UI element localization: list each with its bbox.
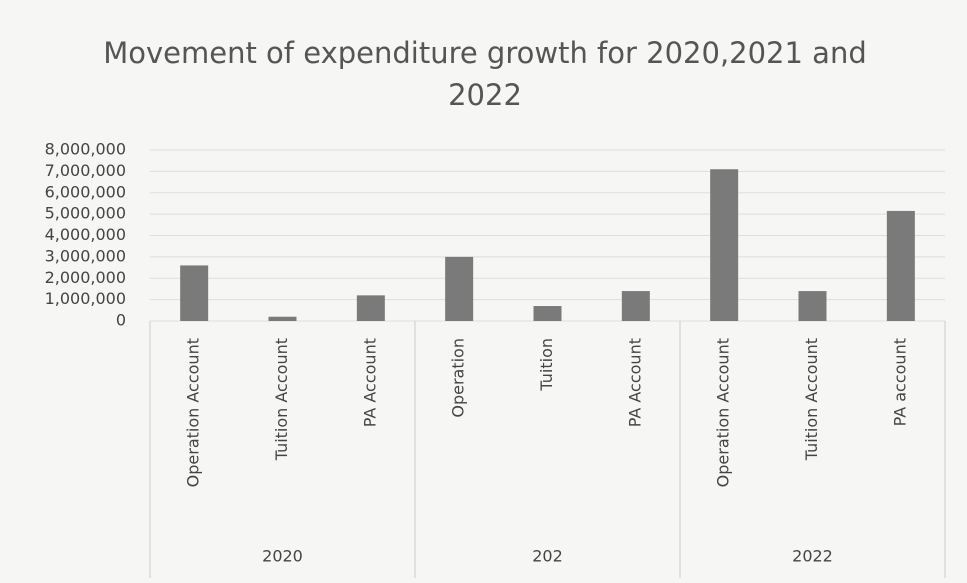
x-tick-label: Tuition (537, 338, 556, 392)
group-label: 2022 (792, 547, 833, 566)
x-tick-label: Operation (449, 338, 468, 418)
bar (710, 169, 739, 321)
y-tick-label: 3,000,000 (45, 246, 126, 265)
x-tick-label: Tuition Account (802, 338, 821, 461)
y-tick-label: 5,000,000 (45, 204, 126, 223)
bar (445, 256, 474, 321)
bar (621, 291, 650, 321)
bar (886, 210, 915, 321)
bar (180, 265, 209, 321)
x-tick-label: PA account (890, 338, 909, 426)
y-tick-label: 8,000,000 (45, 140, 126, 159)
x-tick-label: Tuition Account (272, 338, 291, 461)
y-tick-label: 6,000,000 (45, 182, 126, 201)
chart-title: Movement of expenditure growth for 2020,… (103, 36, 867, 112)
bar (356, 295, 385, 321)
bar (268, 316, 297, 321)
y-tick-label: 1,000,000 (45, 289, 126, 308)
x-tick-label: Operation Account (714, 338, 733, 487)
bar (533, 306, 562, 321)
y-tick-label: 2,000,000 (45, 268, 126, 287)
y-tick-label: 7,000,000 (45, 161, 126, 180)
y-tick-label: 0 (116, 311, 126, 330)
x-tick-label: Operation Account (184, 338, 203, 487)
x-tick-label: PA Account (625, 338, 644, 427)
group-label: 2020 (262, 547, 303, 566)
x-tick-label: PA Account (360, 338, 379, 427)
bar (798, 291, 827, 321)
y-tick-label: 4,000,000 (45, 225, 126, 244)
group-label: 202 (532, 547, 563, 566)
